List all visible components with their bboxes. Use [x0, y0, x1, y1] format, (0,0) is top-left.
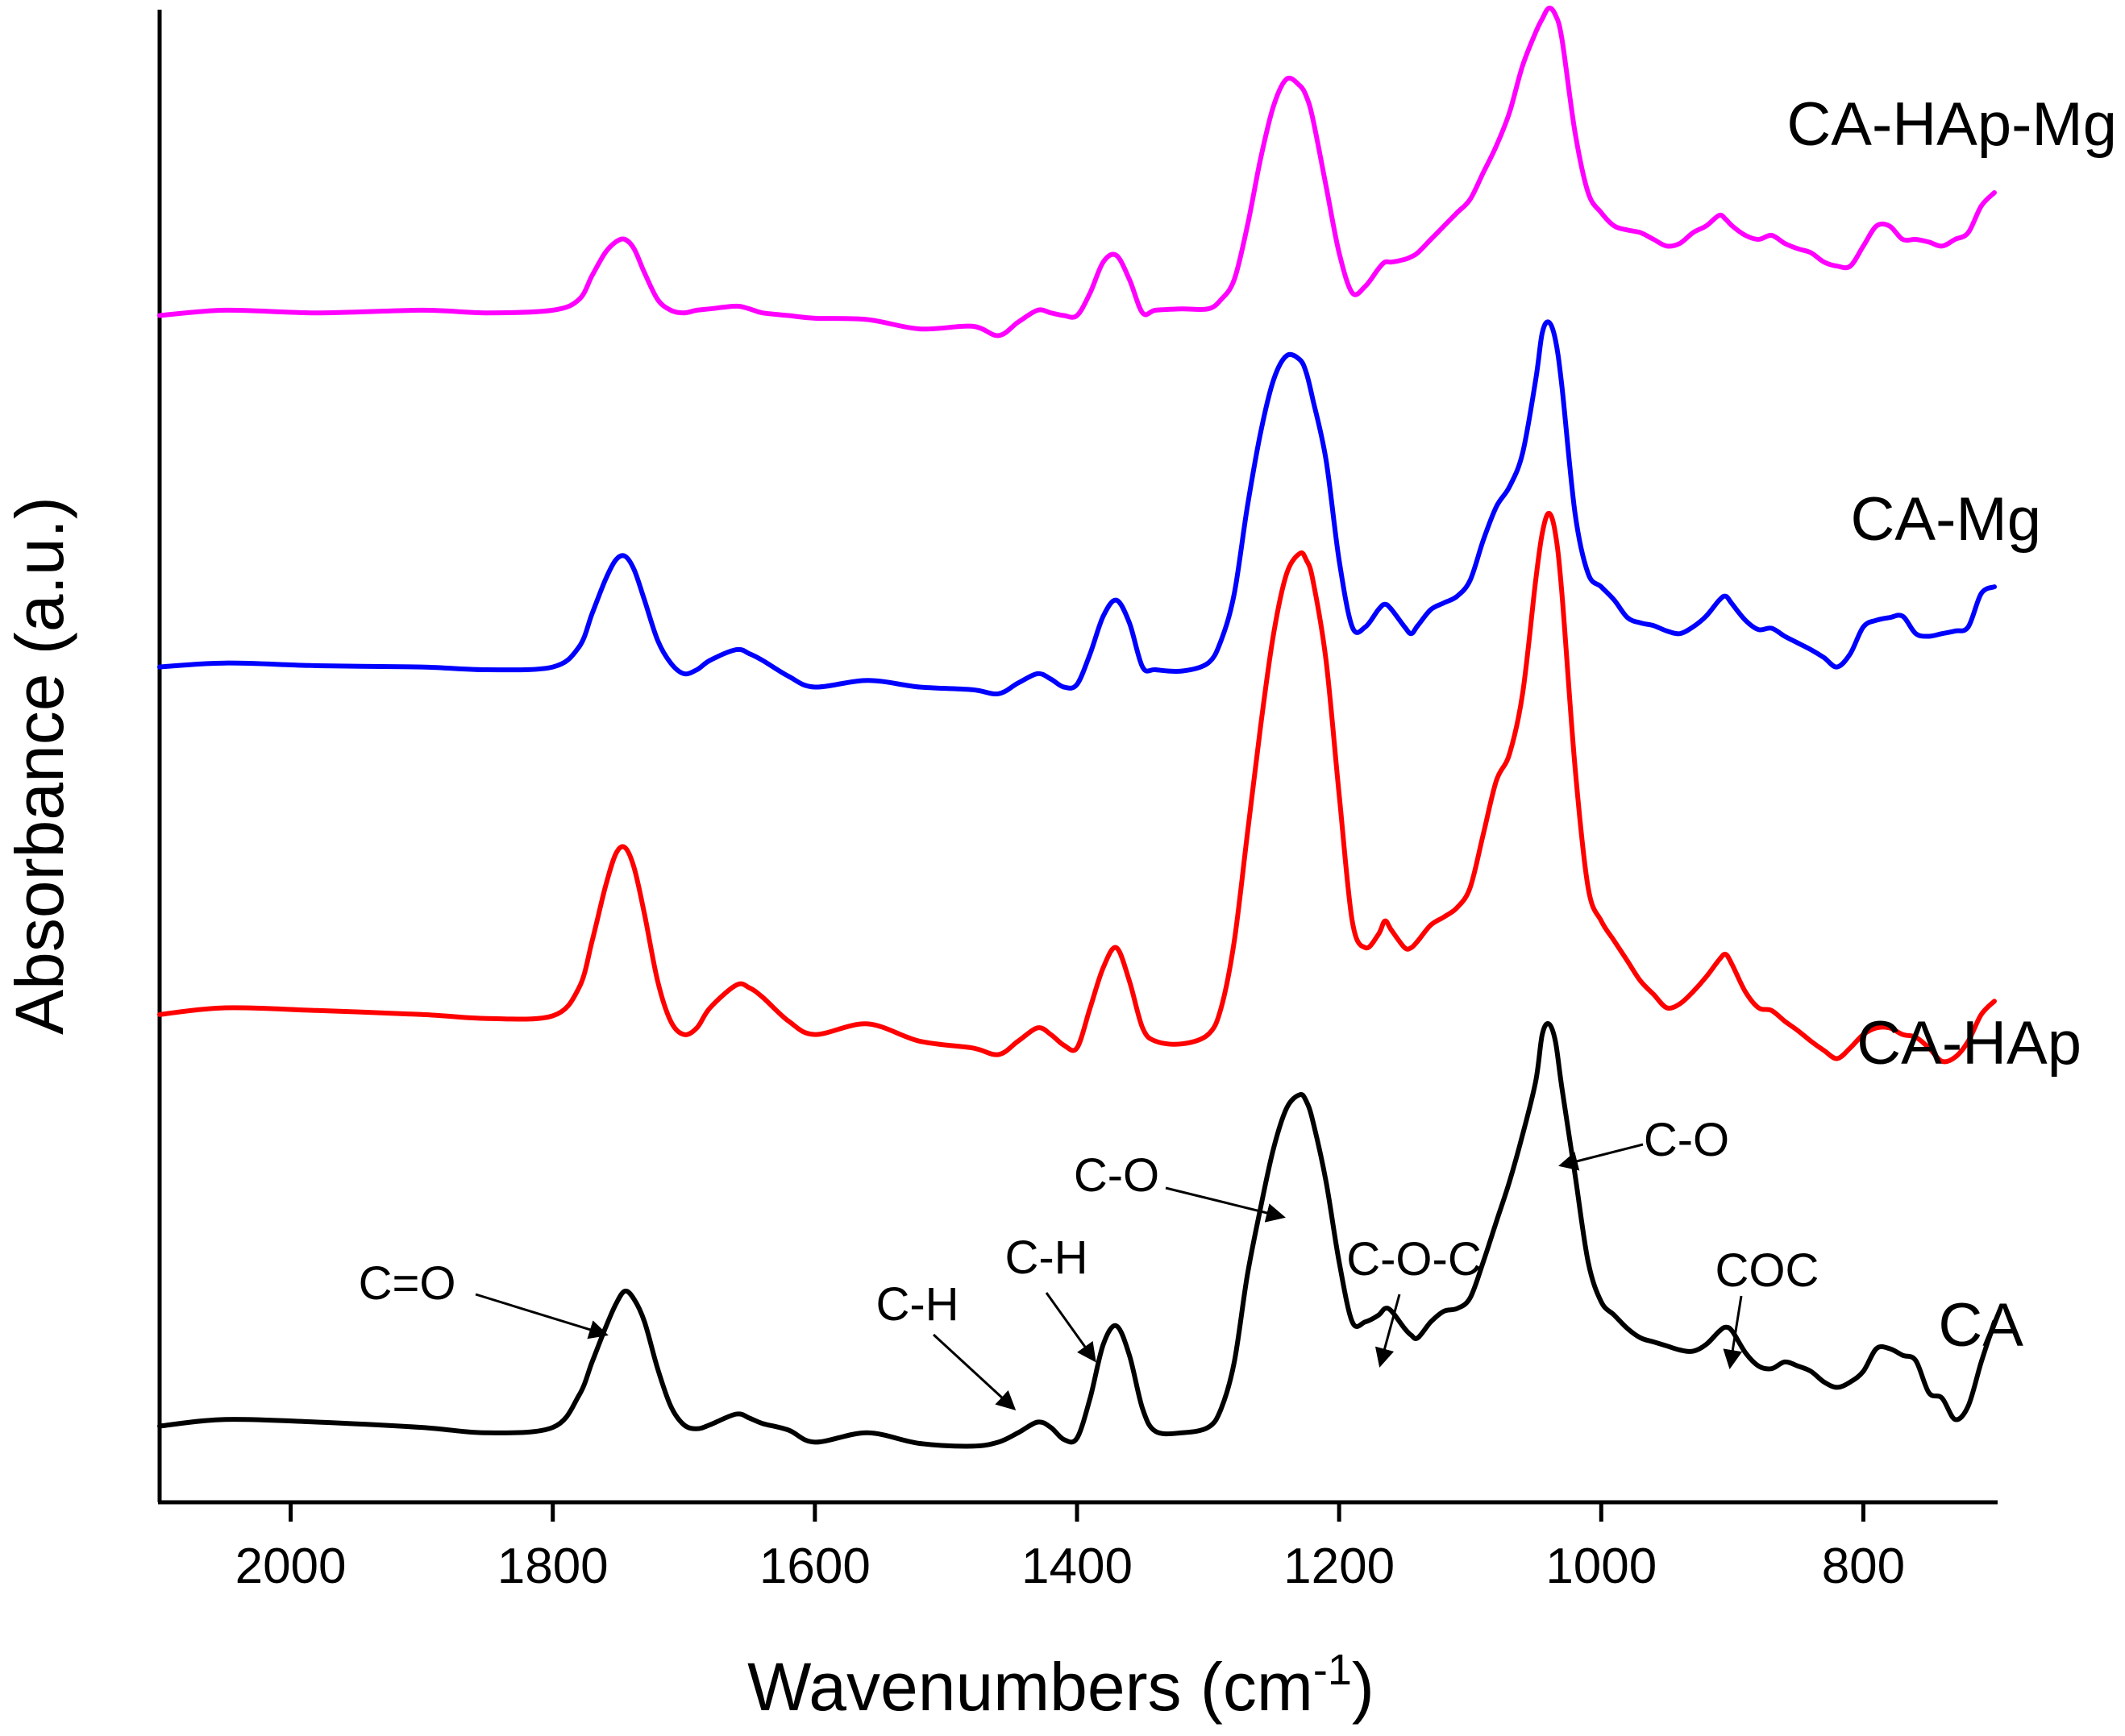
x-tick-label-800: 800 — [1822, 1539, 1905, 1594]
x-tick-label-1800: 1800 — [497, 1539, 609, 1594]
annotation-label-c-o-5: C-O — [1644, 1114, 1729, 1166]
annotation-arrow-c-h-1 — [932, 1333, 1017, 1411]
series-label-ca-hap: CA-HAp — [1857, 1009, 2081, 1078]
series-label-layer: CA CA-HAp CA-Mg CA-HAp-Mg — [1786, 90, 2117, 1360]
x-axis-title-superscript: -1 — [1313, 1646, 1352, 1694]
annotation-arrow-c-o-5 — [1558, 1143, 1644, 1171]
x-axis-title-close: ) — [1352, 1649, 1374, 1725]
annotation-label-c-o-0: C=O — [359, 1257, 456, 1310]
annotation-arrow-c-o-c-4 — [1374, 1294, 1401, 1368]
x-tick-label-1400: 1400 — [1021, 1539, 1133, 1594]
x-ticks: 2000 1800 1600 1400 1200 1000 800 — [235, 1502, 1905, 1594]
annotation-label-c-h-1: C-H — [875, 1278, 959, 1331]
annotation-label-coc-6: COC — [1715, 1244, 1819, 1297]
x-axis-title: Wavenumbers (cm-1) — [747, 1646, 1374, 1725]
series-label-ca-hap-mg: CA-HAp-Mg — [1786, 90, 2117, 159]
series-line-ca-mg — [157, 319, 1997, 697]
x-tick-label-1200: 1200 — [1283, 1539, 1395, 1594]
series-line-ca-hap-mg — [157, 6, 1997, 338]
series-label-ca-mg: CA-Mg — [1851, 485, 2041, 554]
series-layer — [157, 6, 1997, 1449]
annotation-arrow-c-o-3 — [1165, 1186, 1286, 1223]
x-tick-label-2000: 2000 — [235, 1539, 347, 1594]
annotation-label-c-o-c-4: C-O-C — [1346, 1233, 1482, 1285]
series-line-ca — [157, 1021, 1997, 1449]
x-tick-label-1000: 1000 — [1545, 1539, 1657, 1594]
annotation-layer: C=O C-H C-H C-O C-O-C C-O COC — [359, 1114, 1819, 1411]
x-tick-label-1600: 1600 — [759, 1539, 871, 1594]
annotation-arrow-c-h-2 — [1045, 1292, 1096, 1363]
series-line-ca-hap — [157, 510, 1997, 1065]
annotation-label-c-o-3: C-O — [1074, 1149, 1159, 1202]
series-label-ca: CA — [1938, 1291, 2023, 1360]
annotation-arrow-coc-6 — [1723, 1295, 1743, 1369]
annotation-arrow-c-o-0 — [475, 1293, 609, 1339]
annotation-label-c-h-2: C-H — [1004, 1231, 1087, 1284]
y-axis-title: Absorbance (a.u.) — [2, 496, 77, 1035]
plot-area: 2000 1800 1600 1400 1200 1000 800 C=O C-H C-H C-O… — [157, 6, 2117, 1594]
x-axis-title-main: Wavenumbers (cm — [747, 1649, 1313, 1725]
